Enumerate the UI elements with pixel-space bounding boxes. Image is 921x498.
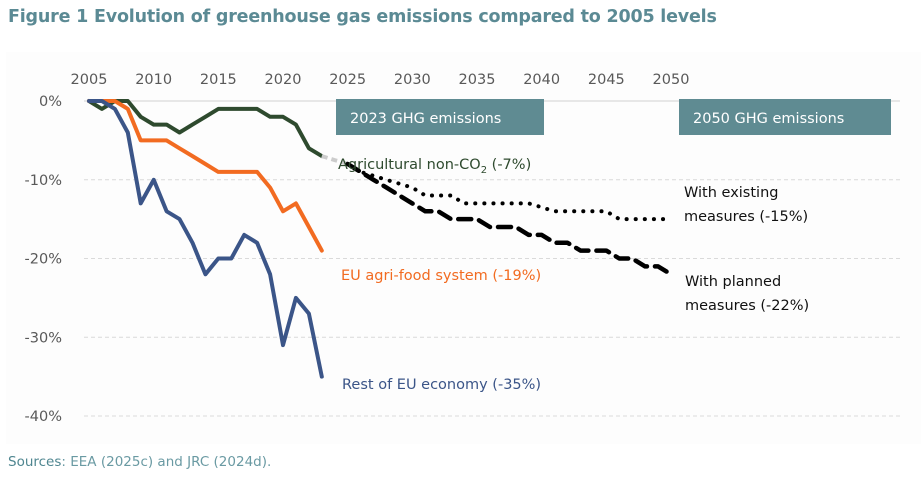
y-tick-label: 0% bbox=[39, 94, 62, 110]
label-existing-measures-line2: measures (-15%) bbox=[684, 209, 808, 225]
annotation-box-2023: 2023 GHG emissions bbox=[336, 99, 544, 135]
x-tick-label: 2030 bbox=[394, 72, 431, 88]
x-tick-label: 2035 bbox=[459, 72, 496, 88]
y-tick-label: -40% bbox=[25, 409, 62, 425]
series-line-eu-agri-food-system bbox=[87, 99, 324, 253]
x-axis-ticks: 2005 2010 2015 2020 2025 2030 2035 2040 2045 2050 bbox=[71, 72, 690, 88]
x-tick-label: 2050 bbox=[653, 72, 690, 88]
x-tick-label: 2005 bbox=[71, 72, 108, 88]
y-axis-ticks: 0% -10% -20% -30% -40% bbox=[25, 94, 62, 425]
y-tick-label: -30% bbox=[25, 330, 62, 346]
figure-title: Figure 1 Evolution of greenhouse gas emi… bbox=[8, 7, 717, 27]
x-tick-label: 2015 bbox=[200, 72, 237, 88]
label-planned-measures-line2: measures (-22%) bbox=[685, 298, 809, 314]
series-line-agricultural-non-co2 bbox=[87, 99, 324, 159]
x-tick-label: 2025 bbox=[329, 72, 366, 88]
annotation-box-2050-text: 2050 GHG emissions bbox=[693, 111, 844, 127]
series-lines bbox=[87, 99, 674, 379]
series-line-rest-of-eu-economy bbox=[87, 99, 324, 379]
label-existing-measures-line1: With existing bbox=[684, 185, 778, 201]
x-tick-label: 2040 bbox=[523, 72, 560, 88]
sources-note: Sources: EEA (2025c) and JRC (2024d). bbox=[8, 454, 271, 470]
label-planned-measures-line1: With planned bbox=[685, 274, 781, 290]
y-tick-label: -20% bbox=[25, 252, 62, 268]
annotation-box-2050: 2050 GHG emissions bbox=[679, 99, 891, 135]
y-tick-label: -10% bbox=[25, 173, 62, 189]
sources-text: : EEA (2025c) and JRC (2024d). bbox=[61, 454, 272, 470]
label-eu-agri-food-system: EU agri-food system (-19%) bbox=[341, 268, 541, 284]
gridlines bbox=[84, 100, 900, 417]
sources-label: Sources bbox=[8, 454, 62, 470]
annotation-box-2023-text: 2023 GHG emissions bbox=[350, 111, 501, 127]
x-tick-label: 2010 bbox=[135, 72, 172, 88]
series-line-with-planned-measures bbox=[345, 161, 674, 277]
x-tick-label: 2020 bbox=[265, 72, 302, 88]
label-rest-of-eu-economy: Rest of EU economy (-35%) bbox=[342, 377, 541, 393]
label-agricultural-non-co2: Agricultural non-CO2 (-7%) bbox=[338, 157, 531, 176]
series-line-with-existing-measures bbox=[345, 162, 673, 222]
x-tick-label: 2045 bbox=[588, 72, 625, 88]
series-line-connector-2023-2025 bbox=[321, 154, 349, 166]
